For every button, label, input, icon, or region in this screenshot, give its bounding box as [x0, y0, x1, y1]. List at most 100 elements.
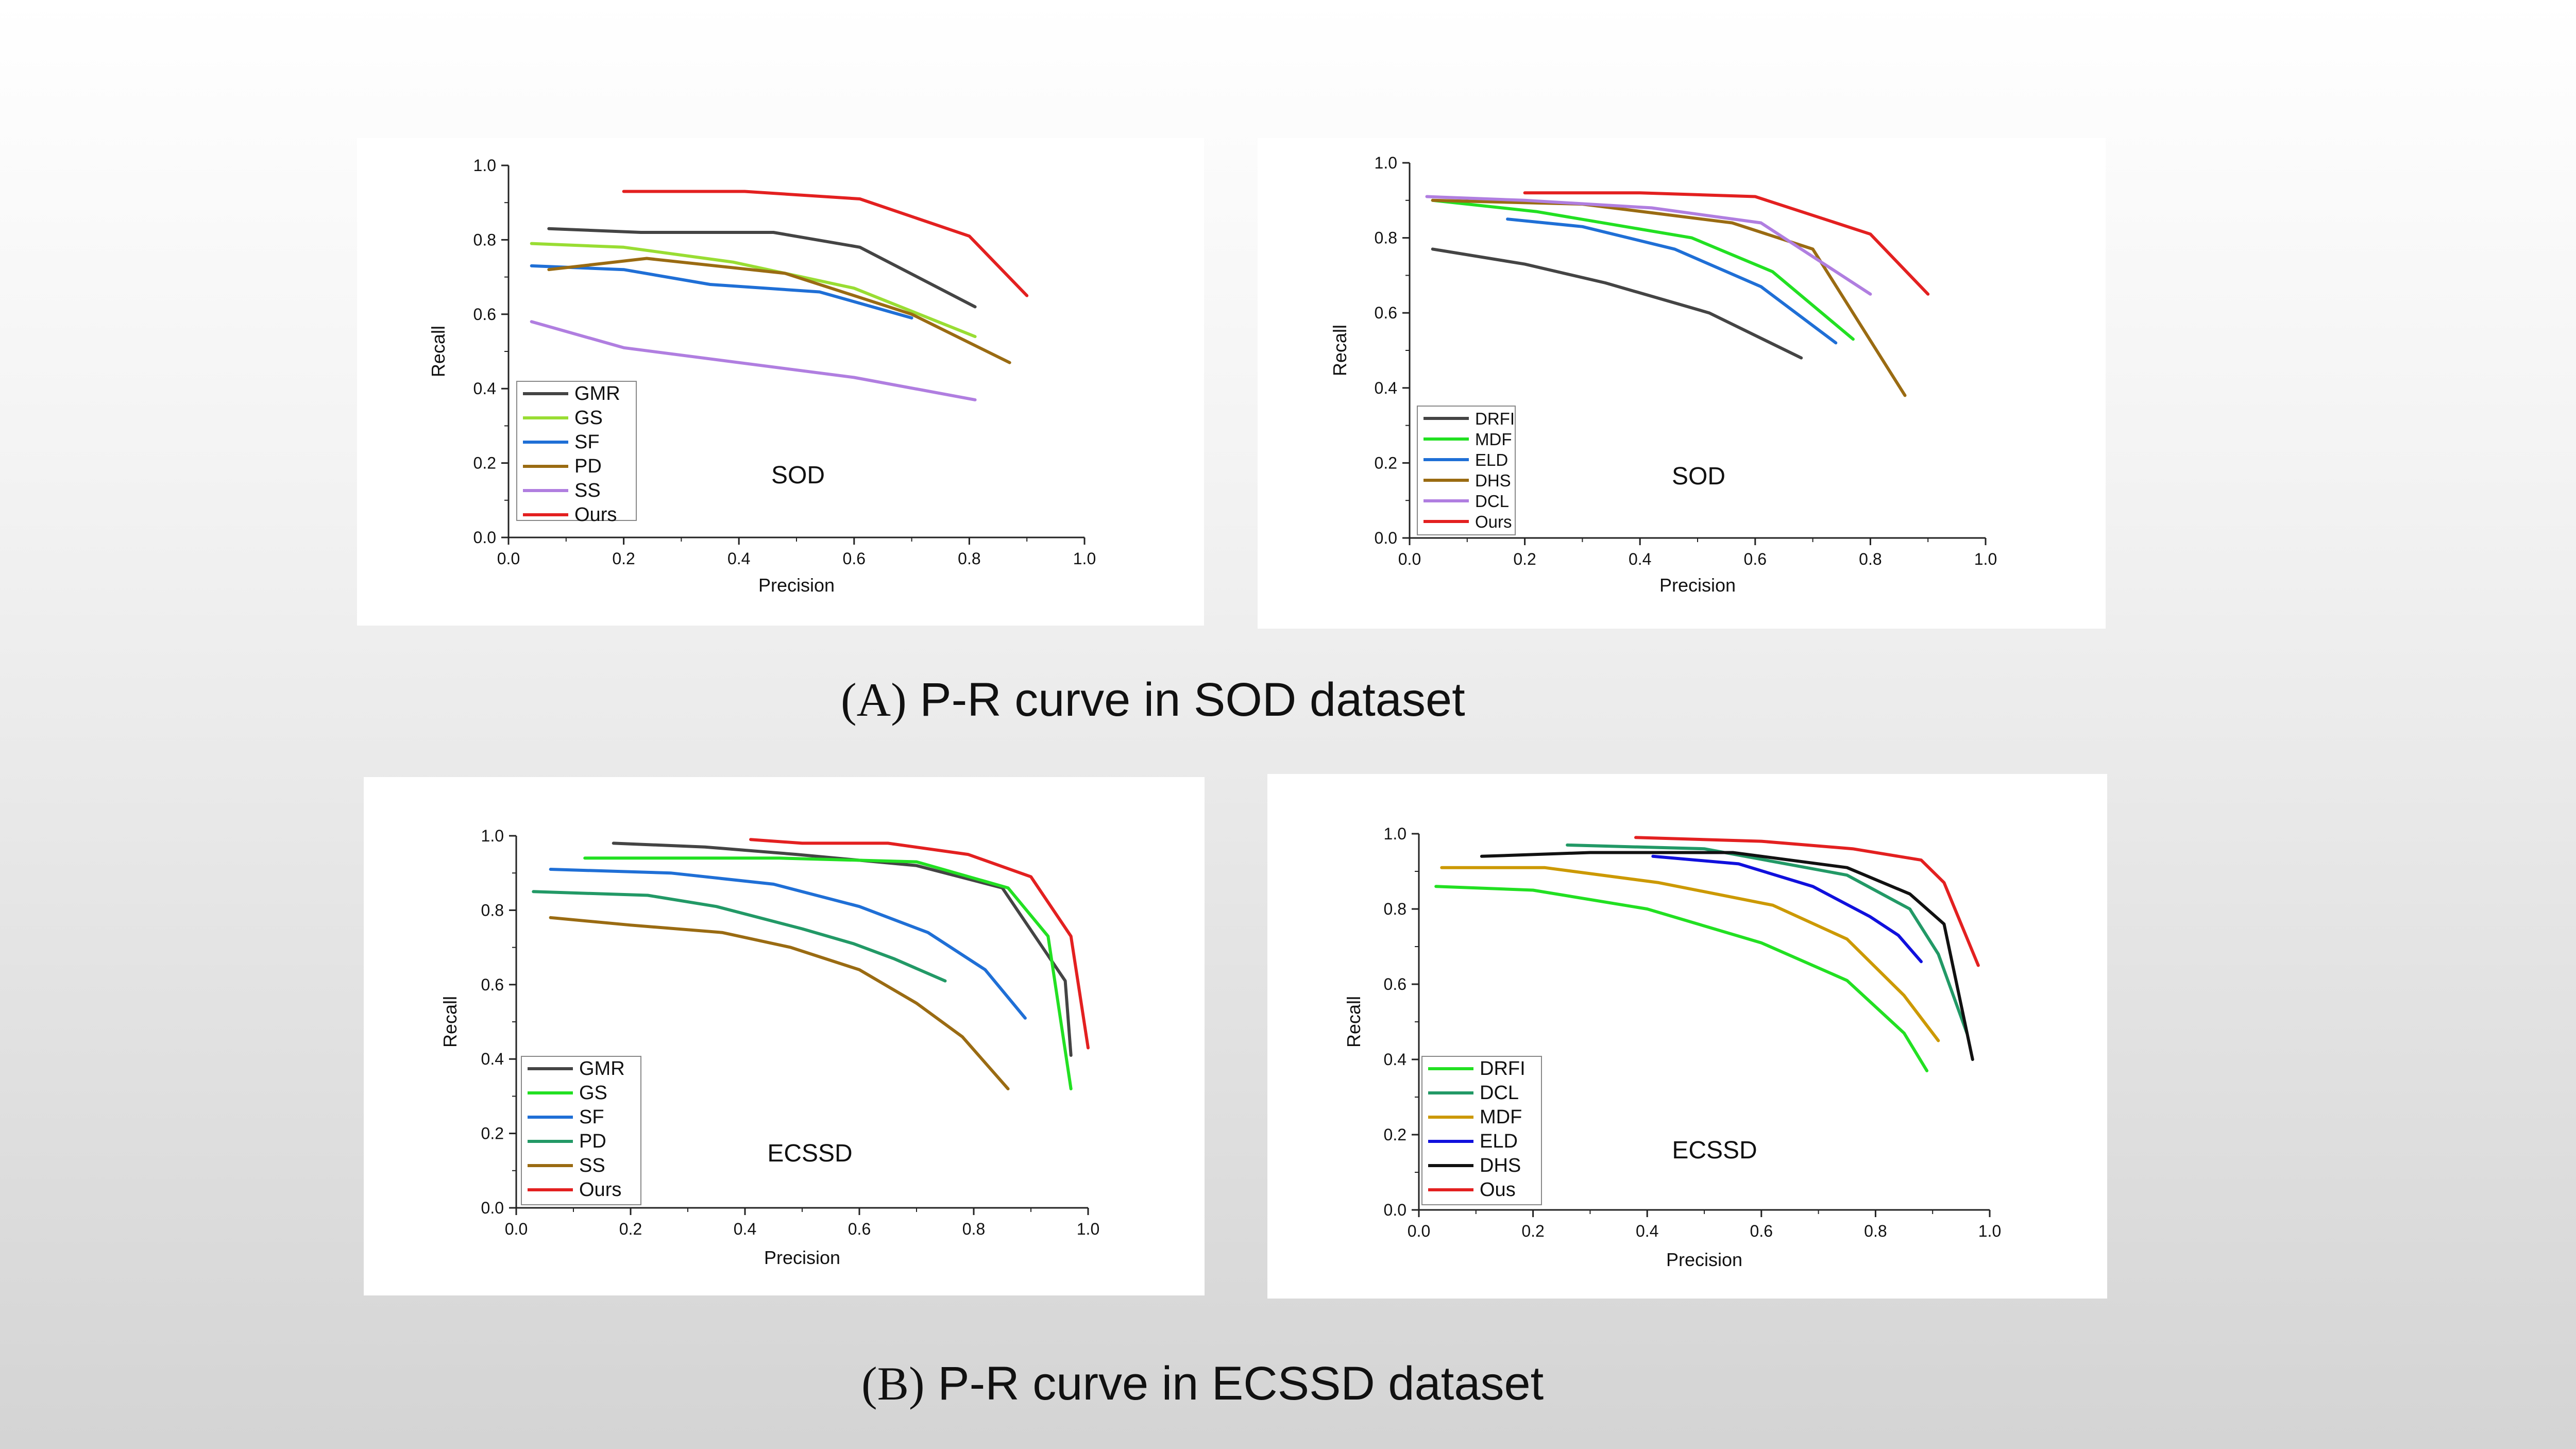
series-line-dhs: [1480, 851, 1974, 1061]
chart-title: ECSSD: [1672, 1137, 1757, 1164]
x-tick-label: 0.2: [1521, 1222, 1544, 1240]
series-line-pd: [547, 257, 1011, 364]
legend-box: [1421, 1056, 1542, 1205]
chart-title: SOD: [1672, 463, 1725, 490]
x-tick-label: 0.4: [1636, 1222, 1658, 1240]
series-line-sf: [549, 868, 1027, 1020]
chart-title: ECSSD: [767, 1140, 852, 1167]
caption-b-text: P-R curve in ECSSD dataset: [938, 1357, 1544, 1410]
legend-label-ours: Ours: [574, 504, 617, 526]
y-tick-label: 0.0: [1384, 1201, 1406, 1219]
legend-label-dhs: DHS: [1475, 471, 1511, 490]
series-line-dcl: [1566, 843, 1969, 1035]
legend-label-gs: GS: [574, 407, 603, 429]
x-axis-label: Precision: [764, 1247, 840, 1268]
x-axis-label: Precision: [1659, 575, 1736, 596]
x-tick-label: 0.6: [1750, 1222, 1773, 1240]
y-tick-label: 0.6: [473, 305, 496, 324]
legend-label-gmr: GMR: [574, 383, 620, 405]
series-line-dhs: [1431, 198, 1907, 397]
x-axis-label: Precision: [758, 575, 835, 596]
x-tick-label: 0.0: [1408, 1222, 1430, 1240]
series-line-sf: [530, 264, 913, 319]
chart-sod-baselines: 0.0 0.2 0.4 0.6 0.8 1.0 0.0 0.2 0.4 0.6 0.8 1.0 Prec…: [428, 156, 1096, 596]
chart-sod-deep: 0.0 0.2 0.4 0.6 0.8 1.0 0.0 0.2 0.4 0.6 0.8 1.0 Prec…: [1329, 154, 1997, 596]
x-tick-label: 0.8: [962, 1220, 985, 1238]
chart-panel-sod-left: 0.0 0.2 0.4 0.6 0.8 1.0 0.0 0.2 0.4 0.6 0.8 1.0 Prec…: [357, 138, 1204, 626]
x-tick-label: 0.0: [505, 1220, 528, 1238]
legend-label-ours: Ours: [579, 1179, 621, 1201]
series-line-gmr: [612, 841, 1073, 1057]
series-line-drfi: [1434, 885, 1929, 1072]
legend-label-dcl: DCL: [1480, 1082, 1519, 1104]
series-line-ours: [1523, 191, 1930, 296]
y-tick-label: 0.8: [1375, 229, 1397, 247]
legend-label-sf: SF: [579, 1106, 604, 1128]
legend-label-dhs: DHS: [1480, 1155, 1521, 1176]
chart-ecssd-baselines: 0.0 0.2 0.4 0.6 0.8 1.0 0.0 0.2 0.4 0.6 0.8 1.0 Prec…: [439, 827, 1099, 1268]
x-tick-label: 0.4: [727, 549, 750, 568]
legend-label-pd: PD: [579, 1131, 606, 1152]
legend-label-eld: ELD: [1475, 450, 1508, 469]
x-tick-label: 0.6: [1744, 550, 1767, 568]
y-tick-label: 0.8: [481, 901, 504, 919]
x-tick-label: 0.0: [497, 549, 520, 568]
chart-panel-ecssd-right: 0.0 0.2 0.4 0.6 0.8 1.0 0.0 0.2 0.4 0.6 0.8 1.0 Prec…: [1267, 774, 2107, 1299]
x-tick-label: 0.6: [843, 549, 866, 568]
y-tick-label: 0.8: [1384, 900, 1406, 918]
y-tick-label: 0.0: [481, 1199, 504, 1217]
y-tick-label: 0.6: [481, 975, 504, 994]
series-line-pd: [532, 890, 947, 983]
y-tick-label: 0.2: [1375, 453, 1397, 472]
legend-label-drfi: DRFI: [1480, 1058, 1526, 1080]
x-tick-label: 0.6: [848, 1220, 871, 1238]
y-axis-label: Recall: [428, 326, 449, 377]
legend-label-gmr: GMR: [579, 1058, 625, 1080]
y-tick-label: 0.4: [473, 379, 496, 398]
legend-label-drfi: DRFI: [1475, 409, 1515, 428]
y-tick-label: 0.2: [473, 454, 496, 473]
series-line-mdf: [1431, 198, 1855, 341]
chart-ecssd-deep: 0.0 0.2 0.4 0.6 0.8 1.0 0.0 0.2 0.4 0.6 0.8 1.0 Prec…: [1343, 824, 2001, 1270]
series-line-drfi: [1431, 247, 1803, 360]
y-tick-label: 1.0: [481, 827, 504, 845]
series-line-ss: [530, 320, 977, 401]
y-axis-label: Recall: [1343, 996, 1364, 1048]
y-tick-label: 0.4: [1375, 379, 1397, 397]
legend-label-gs: GS: [579, 1082, 607, 1104]
x-tick-label: 0.8: [1864, 1222, 1887, 1240]
y-tick-label: 0.2: [481, 1124, 504, 1143]
x-tick-label: 0.0: [1398, 550, 1421, 568]
chart-panel-sod-right: 0.0 0.2 0.4 0.6 0.8 1.0 0.0 0.2 0.4 0.6 0.8 1.0 Prec…: [1258, 138, 2106, 629]
x-tick-label: 1.0: [1077, 1220, 1099, 1238]
y-axis-label: Recall: [1329, 325, 1350, 376]
series-line-mdf: [1440, 866, 1940, 1042]
x-tick-label: 0.2: [1513, 550, 1536, 568]
series-line-dcl: [1425, 195, 1872, 296]
y-tick-label: 0.4: [1384, 1050, 1406, 1069]
y-tick-label: 0.8: [473, 230, 496, 249]
x-tick-label: 1.0: [1978, 1222, 2001, 1240]
x-tick-label: 0.2: [619, 1220, 642, 1238]
x-tick-label: 0.4: [1629, 550, 1651, 568]
series-line-gmr: [547, 227, 977, 309]
x-tick-label: 0.8: [958, 549, 980, 568]
legend-box: [1417, 406, 1516, 535]
legend-label-sf: SF: [574, 431, 600, 453]
legend-label-ours: Ours: [1475, 512, 1512, 531]
series-line-ss: [549, 916, 1010, 1090]
y-tick-label: 1.0: [1375, 154, 1397, 172]
legend-label-mdf: MDF: [1480, 1106, 1522, 1128]
caption-a-letter: (A): [841, 673, 907, 726]
legend-label-ous: Ous: [1480, 1179, 1516, 1201]
caption-a-text: P-R curve in SOD dataset: [920, 673, 1465, 726]
x-tick-label: 0.2: [612, 549, 635, 568]
caption-b: (B) P-R curve in ECSSD dataset: [861, 1356, 1544, 1411]
x-tick-label: 0.4: [734, 1220, 756, 1238]
y-tick-label: 0.0: [1375, 529, 1397, 547]
legend-label-ss: SS: [579, 1155, 605, 1176]
y-tick-label: 1.0: [1384, 824, 1406, 843]
y-tick-label: 0.2: [1384, 1125, 1406, 1144]
y-axis-label: Recall: [439, 996, 461, 1048]
y-tick-label: 0.4: [481, 1050, 504, 1068]
